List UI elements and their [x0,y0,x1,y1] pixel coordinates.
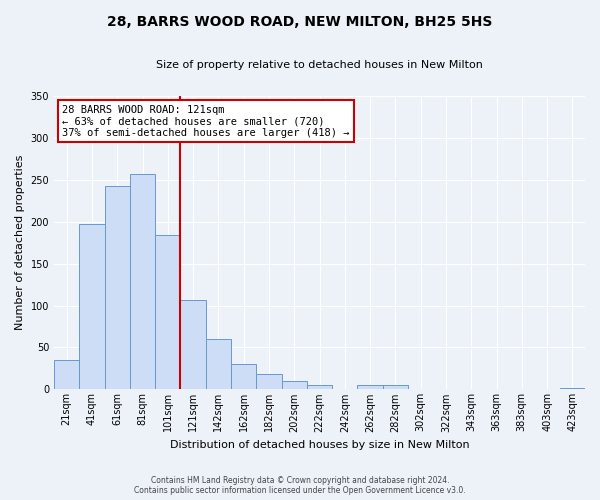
Bar [281,381,307,390]
Bar [383,385,408,390]
Bar [256,374,281,390]
Bar [206,339,231,390]
Bar [79,224,104,390]
Text: Contains HM Land Registry data © Crown copyright and database right 2024.
Contai: Contains HM Land Registry data © Crown c… [134,476,466,495]
Text: 28 BARRS WOOD ROAD: 121sqm
← 63% of detached houses are smaller (720)
37% of sem: 28 BARRS WOOD ROAD: 121sqm ← 63% of deta… [62,104,350,138]
Bar [155,235,181,390]
Title: Size of property relative to detached houses in New Milton: Size of property relative to detached ho… [156,60,483,70]
Bar [358,385,383,390]
Bar [54,360,79,390]
Text: 28, BARRS WOOD ROAD, NEW MILTON, BH25 5HS: 28, BARRS WOOD ROAD, NEW MILTON, BH25 5H… [107,15,493,29]
Y-axis label: Number of detached properties: Number of detached properties [15,155,25,330]
Bar [130,174,155,390]
Bar [560,388,585,390]
Bar [181,300,206,390]
Bar [104,186,130,390]
X-axis label: Distribution of detached houses by size in New Milton: Distribution of detached houses by size … [170,440,469,450]
Bar [231,364,256,390]
Bar [307,385,332,390]
